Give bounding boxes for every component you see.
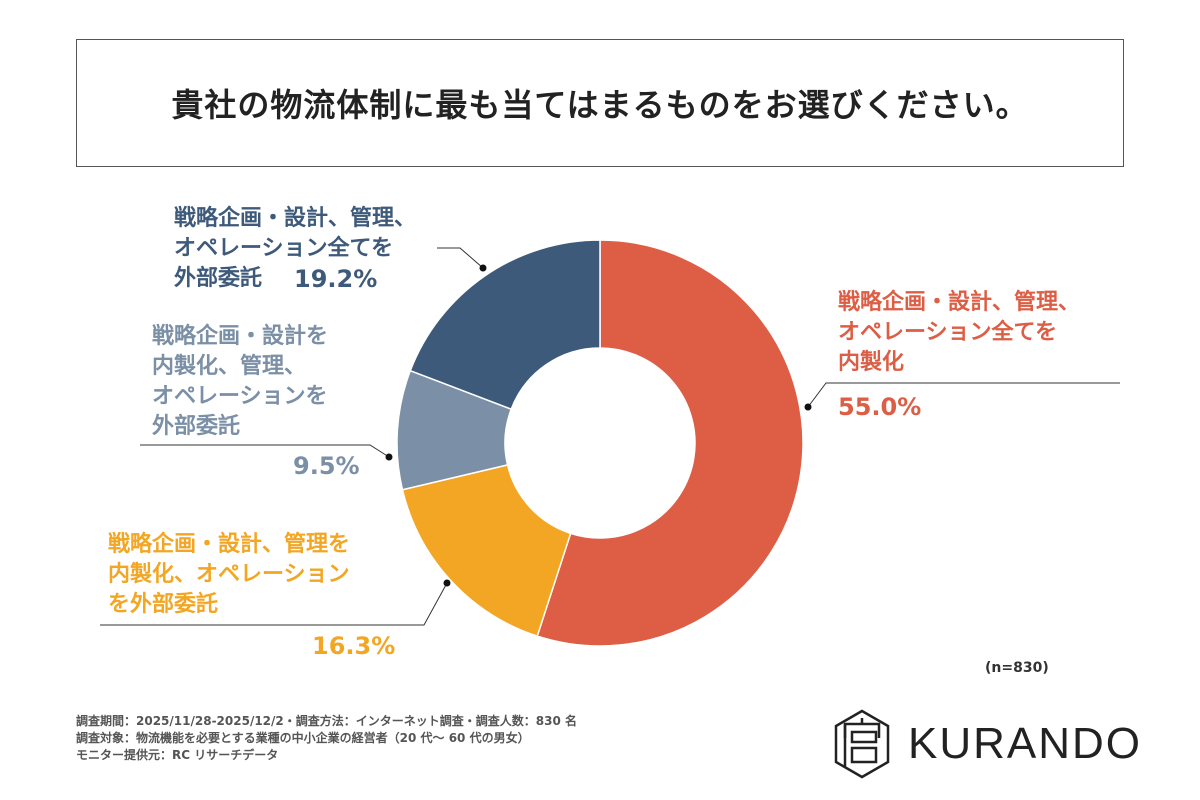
- label-ops-outsourced: 戦略企画・設計、管理を 内製化、オペレーション を外部委託: [108, 532, 351, 617]
- slice-in-house-all: [536, 239, 804, 647]
- sample-size: (n=830): [985, 660, 1049, 676]
- note-line: モニター提供元：RC リサーチデータ: [76, 748, 279, 762]
- label-mgmt-ops-outsourced: 戦略企画・設計を 内製化、管理、 オペレーションを 外部委託: [152, 324, 329, 439]
- leader-line: [140, 444, 390, 458]
- slice-all-outsourced: [409, 239, 601, 411]
- leader-line: [807, 382, 1120, 408]
- leader-line: [100, 582, 448, 626]
- logo-text: KURANDO: [908, 719, 1143, 768]
- survey-notes: 調査期間：2025/11/28-2025/12/2・調査方法：インターネット調査…: [76, 713, 577, 764]
- value-label-all-outsourced: 19.2%: [294, 265, 378, 293]
- leader-line: [437, 247, 484, 269]
- slice-ops-outsourced: [401, 463, 572, 638]
- note-line: 調査期間：2025/11/28-2025/12/2・調査方法：インターネット調査…: [76, 714, 577, 728]
- leader-dot: [804, 403, 812, 411]
- label-all-outsourced: 戦略企画・設計、管理、 オペレーション全てを 外部委託: [174, 206, 417, 291]
- leader-dot: [443, 579, 451, 587]
- leader-dot: [479, 264, 487, 272]
- value-label-ops-outsourced: 16.3%: [312, 632, 396, 660]
- label-in-house-all: 戦略企画・設計、管理、 オペレーション全てを 内製化: [838, 290, 1081, 375]
- note-line: 調査対象：物流機能を必要とする業種の中小企業の経営者（20 代～ 60 代の男女…: [76, 731, 530, 745]
- chart-title: 貴社の物流体制に最も当てはまるものをお選びください。: [171, 86, 1029, 124]
- value-label-mgmt-ops-outsourced: 9.5%: [293, 452, 360, 480]
- kurando-logo: KURANDO: [832, 708, 1142, 780]
- leader-dot: [385, 453, 393, 461]
- title-box: 貴社の物流体制に最も当てはまるものをお選びください。: [76, 39, 1124, 167]
- value-label-in-house-all: 55.0%: [838, 393, 922, 421]
- kurando-emblem-icon: [834, 709, 890, 779]
